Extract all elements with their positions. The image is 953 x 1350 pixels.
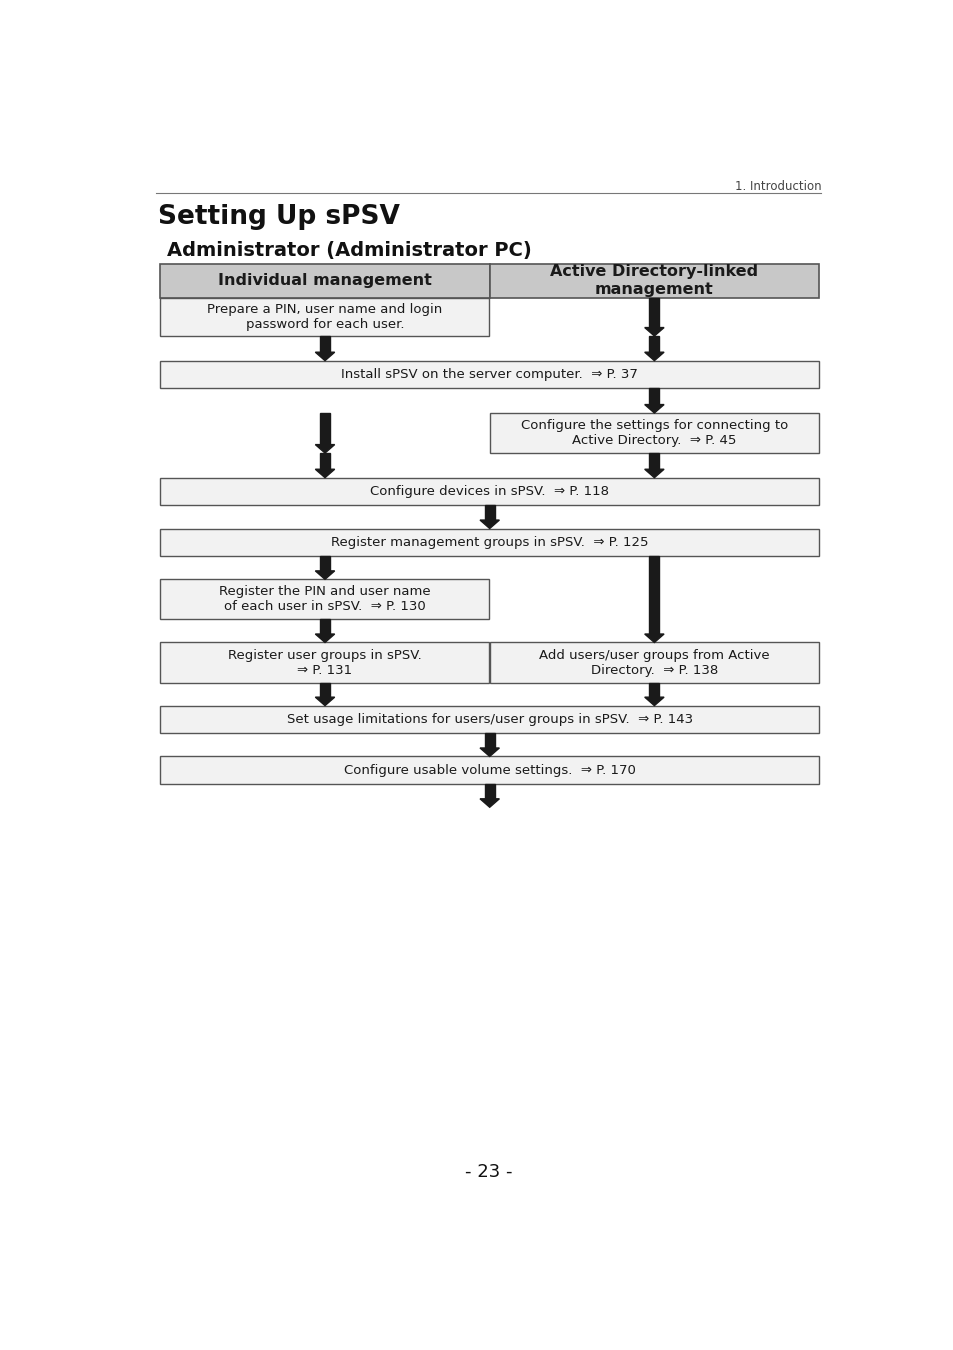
Polygon shape: [479, 799, 498, 807]
Text: Set usage limitations for users/user groups in sPSV.  ⇒ P. 143: Set usage limitations for users/user gro…: [286, 713, 692, 726]
Text: Configure the settings for connecting to
Active Directory.  ⇒ P. 45: Configure the settings for connecting to…: [520, 418, 787, 447]
Bar: [160, 706, 819, 733]
Text: Individual management: Individual management: [218, 273, 432, 288]
Text: Register management groups in sPSV.  ⇒ P. 125: Register management groups in sPSV. ⇒ P.…: [331, 536, 648, 549]
Text: Configure usable volume settings.  ⇒ P. 170: Configure usable volume settings. ⇒ P. 1…: [343, 764, 635, 776]
Text: Install sPSV on the server computer.  ⇒ P. 37: Install sPSV on the server computer. ⇒ P…: [341, 369, 638, 381]
Polygon shape: [644, 328, 663, 336]
Bar: [160, 756, 819, 784]
Bar: [649, 336, 659, 352]
Polygon shape: [479, 748, 498, 756]
Bar: [649, 297, 659, 328]
Bar: [490, 413, 819, 454]
Text: Add users/user groups from Active
Directory.  ⇒ P. 138: Add users/user groups from Active Direct…: [538, 648, 769, 676]
Polygon shape: [644, 405, 663, 413]
Bar: [160, 643, 488, 683]
Bar: [160, 263, 489, 297]
Polygon shape: [315, 571, 335, 579]
Bar: [160, 528, 819, 556]
Bar: [484, 784, 495, 799]
Bar: [484, 733, 495, 748]
Polygon shape: [479, 520, 498, 528]
Bar: [160, 360, 819, 389]
Polygon shape: [315, 352, 335, 360]
Bar: [160, 478, 819, 505]
Bar: [484, 505, 495, 520]
Polygon shape: [644, 697, 663, 706]
Bar: [649, 556, 659, 634]
Bar: [160, 297, 488, 336]
Bar: [319, 620, 330, 634]
Bar: [319, 454, 330, 470]
Polygon shape: [315, 634, 335, 643]
Bar: [489, 263, 819, 297]
Text: Setting Up sPSV: Setting Up sPSV: [158, 204, 399, 231]
Polygon shape: [315, 444, 335, 454]
Text: Register the PIN and user name
of each user in sPSV.  ⇒ P. 130: Register the PIN and user name of each u…: [219, 586, 431, 613]
Bar: [319, 336, 330, 352]
Text: Active Directory-linked
management: Active Directory-linked management: [550, 265, 758, 297]
Polygon shape: [644, 352, 663, 360]
Polygon shape: [644, 470, 663, 478]
Bar: [319, 413, 330, 444]
Text: - 23 -: - 23 -: [465, 1164, 512, 1181]
Bar: [160, 579, 488, 620]
Bar: [649, 683, 659, 697]
Bar: [649, 454, 659, 470]
Text: Prepare a PIN, user name and login
password for each user.: Prepare a PIN, user name and login passw…: [207, 302, 442, 331]
Text: 1. Introduction: 1. Introduction: [734, 181, 821, 193]
Bar: [649, 389, 659, 405]
Polygon shape: [644, 634, 663, 643]
Polygon shape: [315, 470, 335, 478]
Polygon shape: [315, 697, 335, 706]
Text: Configure devices in sPSV.  ⇒ P. 118: Configure devices in sPSV. ⇒ P. 118: [370, 485, 609, 498]
Text: Register user groups in sPSV.
⇒ P. 131: Register user groups in sPSV. ⇒ P. 131: [228, 648, 421, 676]
Text: Administrator (Administrator PC): Administrator (Administrator PC): [167, 240, 532, 259]
Bar: [490, 643, 819, 683]
Bar: [319, 556, 330, 571]
Bar: [319, 683, 330, 697]
